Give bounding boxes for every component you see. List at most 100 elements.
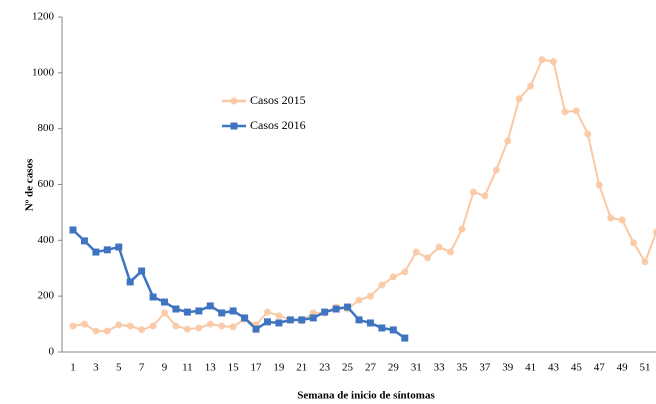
- data-point: [652, 228, 656, 236]
- y-tick-label: 200: [38, 290, 55, 302]
- x-tick-label: 35: [456, 362, 468, 374]
- data-point: [492, 166, 500, 174]
- data-point: [275, 319, 283, 327]
- x-tick-label: 45: [571, 362, 583, 374]
- y-tick-label: 1200: [32, 11, 55, 23]
- data-point: [366, 292, 374, 300]
- data-point: [80, 237, 88, 245]
- y-tick-label: 400: [38, 234, 55, 246]
- data-point: [389, 326, 397, 334]
- data-point: [412, 248, 420, 256]
- x-tick-label: 9: [162, 362, 168, 374]
- data-point: [161, 309, 169, 317]
- x-tick-label: 17: [251, 362, 263, 374]
- data-point: [195, 307, 203, 315]
- data-point: [263, 308, 271, 316]
- data-point: [344, 303, 352, 311]
- data-point: [69, 226, 77, 234]
- x-tick-label: 37: [479, 362, 491, 374]
- x-tick-label: 51: [640, 362, 651, 374]
- y-axis-label: Nº de casos: [24, 158, 36, 211]
- x-tick-label: 13: [205, 362, 217, 374]
- data-point: [355, 296, 363, 304]
- legend-marker: [230, 122, 238, 130]
- data-point: [172, 305, 180, 313]
- data-point: [641, 258, 649, 266]
- data-point: [161, 298, 169, 306]
- x-tick-label: 33: [434, 362, 446, 374]
- data-point: [366, 319, 374, 327]
- data-point: [183, 308, 191, 316]
- x-tick-label: 21: [296, 362, 307, 374]
- data-point: [172, 322, 180, 330]
- y-tick-label: 800: [38, 122, 55, 134]
- x-tick-label: 1: [70, 362, 76, 374]
- data-point: [618, 216, 626, 224]
- data-point: [138, 267, 146, 275]
- x-tick-label: 3: [93, 362, 99, 374]
- data-point: [469, 188, 477, 196]
- x-tick-label: 19: [273, 362, 285, 374]
- x-tick-label: 27: [365, 362, 377, 374]
- data-point: [286, 316, 294, 324]
- data-point: [229, 307, 237, 315]
- x-tick-label: 41: [525, 362, 536, 374]
- series-line: [72, 58, 656, 333]
- x-tick-label: 25: [342, 362, 354, 374]
- x-tick-label: 11: [182, 362, 193, 374]
- data-point: [92, 248, 100, 256]
- data-point: [298, 316, 306, 324]
- data-point: [355, 316, 363, 324]
- y-tick-label: 1000: [32, 66, 55, 78]
- data-point: [103, 246, 111, 254]
- data-point: [401, 334, 409, 342]
- data-point: [206, 302, 214, 310]
- data-point: [435, 243, 443, 251]
- x-axis-label: Semana de inicio de síntomas: [297, 390, 435, 402]
- data-point: [378, 324, 386, 332]
- data-point: [275, 312, 283, 320]
- data-point: [229, 323, 237, 331]
- data-point: [218, 309, 226, 317]
- x-tick-label: 15: [228, 362, 240, 374]
- data-point: [607, 214, 615, 222]
- data-point: [69, 322, 77, 330]
- data-point: [595, 181, 603, 189]
- data-point: [149, 322, 157, 330]
- y-tick-label: 600: [38, 178, 55, 190]
- data-point: [138, 326, 146, 334]
- data-point: [80, 320, 88, 328]
- data-point: [401, 268, 409, 276]
- x-tick-label: 5: [116, 362, 122, 374]
- data-point: [332, 305, 340, 313]
- data-point: [183, 325, 191, 333]
- data-point: [263, 318, 271, 326]
- x-tick-label: 39: [502, 362, 514, 374]
- data-point: [309, 314, 317, 322]
- data-point: [584, 130, 592, 138]
- data-point: [458, 225, 466, 233]
- data-point: [218, 322, 226, 330]
- data-point: [126, 322, 134, 330]
- data-point: [515, 95, 523, 103]
- data-point: [103, 327, 111, 335]
- data-point: [572, 107, 580, 115]
- y-tick-label: 0: [49, 346, 55, 358]
- data-point: [241, 314, 249, 322]
- legend-marker: [230, 97, 238, 105]
- data-point: [447, 248, 455, 256]
- data-point: [481, 192, 489, 200]
- x-tick-label: 47: [594, 362, 606, 374]
- data-point: [115, 243, 123, 251]
- data-point: [149, 293, 157, 301]
- x-tick-label: 49: [617, 362, 629, 374]
- data-point: [206, 320, 214, 328]
- legend-label: Casos 2015: [250, 93, 306, 107]
- data-point: [549, 58, 557, 66]
- data-point: [424, 254, 432, 262]
- data-point: [389, 273, 397, 281]
- x-tick-label: 31: [411, 362, 422, 374]
- data-point: [630, 239, 638, 247]
- data-point: [321, 308, 329, 316]
